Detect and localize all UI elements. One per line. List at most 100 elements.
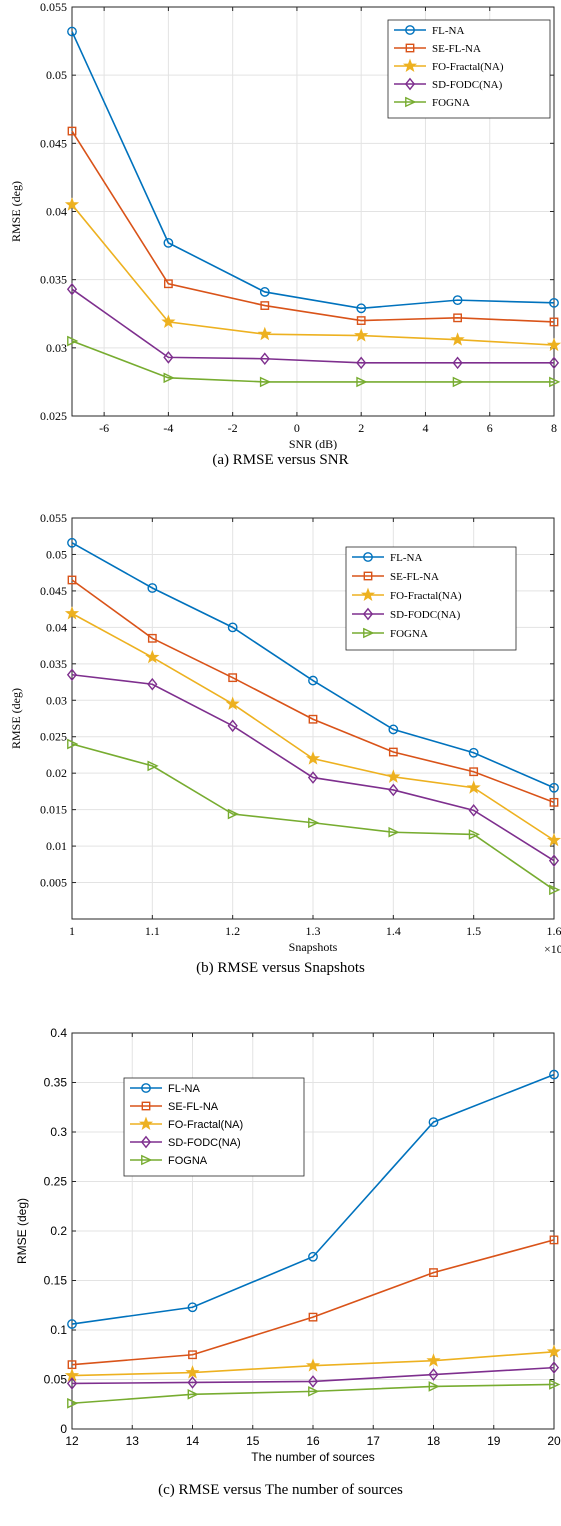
a-y-tick-label: 0.035 [40, 273, 67, 287]
a-legend-item-se-fl-na: SE-FL-NA [394, 43, 481, 55]
chart-rmse-vs-sources: 12 13 14 15 16 17 18 19 20 0 0.05 0.1 0.15 0.2 0.25 0.3… [15, 1026, 561, 1464]
b-line-fogna [71, 743, 555, 891]
b-series-se-fl-na [67, 575, 559, 807]
c-point-fo-fractal-na [305, 1358, 321, 1372]
b-point-se-fl-na [469, 767, 479, 777]
b-point-sd-fodc-na [227, 719, 238, 733]
c-series-fogna [67, 1379, 561, 1409]
a-legend-marker [404, 77, 416, 91]
c-legend-label: SD-FODC(NA) [168, 1137, 241, 1149]
a-y-axis-label: RMSE (deg) [9, 181, 23, 242]
b-legend-marker [362, 607, 374, 621]
a-legend-item-fl-na: FL-NA [394, 25, 464, 37]
b-legend-item-fogna: FOGNA [352, 627, 428, 640]
a-point-sd-fodc-na [163, 351, 174, 364]
c-point-fogna [549, 1379, 561, 1390]
a-legend-marker [405, 96, 417, 108]
c-series-se-fl-na [67, 1235, 559, 1370]
b-point-fl-na [308, 675, 318, 686]
c-line-se-fl-na [71, 1239, 555, 1366]
a-point-fogna [259, 376, 272, 388]
c-legend-item-fo-fractal-na: FO-Fractal(NA) [130, 1116, 243, 1131]
a-y-tick-label: 0.05 [46, 68, 67, 82]
b-legend-item-se-fl-na: SE-FL-NA [352, 571, 439, 583]
c-point-fl-na [428, 1117, 439, 1128]
b-ticks: 1 1.1 1.2 1.3 1.4 1.5 1.6 0.005 0.01 0.015 0.02 0.0… [40, 511, 561, 938]
b-point-fo-fractal-na [466, 780, 481, 794]
b-y-tick-label: 0.01 [46, 839, 67, 853]
a-point-fo-fractal-na [257, 326, 272, 341]
b-y-tick-label: 0.045 [40, 584, 67, 598]
c-legend-label: FOGNA [168, 1155, 208, 1167]
a-x-tick-label: 4 [422, 421, 428, 435]
a-y-tick-label: 0.03 [46, 341, 67, 355]
a-point-fl-na [163, 237, 174, 248]
c-point-fogna [187, 1389, 199, 1400]
a-x-tick-label: 6 [487, 421, 493, 435]
c-point-fo-fractal-na [426, 1353, 441, 1367]
caption-b: (b) RMSE versus Snapshots [196, 960, 365, 976]
b-point-fl-na [468, 747, 479, 758]
a-line-fo-fractal-na [71, 204, 555, 346]
b-point-fogna [147, 760, 159, 772]
c-legend-item-se-fl-na: SE-FL-NA [130, 1101, 219, 1113]
b-point-fl-na [388, 724, 399, 735]
c-series-sd-fodc-na [66, 1361, 560, 1390]
c-legend-marker [138, 1116, 154, 1131]
b-y-tick-label: 0.055 [40, 511, 67, 525]
a-x-tick-label: -6 [99, 421, 109, 435]
a-point-fogna [356, 376, 368, 388]
b-x-axis-label: Snapshots [289, 940, 338, 954]
chart-rmse-vs-snapshots: 1 1.1 1.2 1.3 1.4 1.5 1.6 0.005 0.01 0.015 0.02 0.0… [9, 511, 561, 956]
a-point-fogna [163, 372, 175, 384]
b-legend: FL-NA SE-FL-NA FO-Fractal(NA) SD-FODC(NA) FO… [345, 546, 517, 651]
b-legend-label: SD-FODC(NA) [390, 609, 461, 621]
a-line-se-fl-na [71, 130, 555, 323]
a-point-fl-na [356, 303, 367, 314]
c-y-tick-label: 0.05 [44, 1373, 68, 1387]
a-y-tick-label: 0.045 [40, 136, 67, 150]
b-legend-label: FL-NA [390, 552, 422, 564]
b-line-se-fl-na [71, 579, 555, 804]
c-legend: FL-NA SE-FL-NA FO-Fractal(NA) SD-FODC(NA) FO… [123, 1077, 305, 1177]
b-legend-marker [363, 627, 375, 639]
c-y-tick-label: 0.1 [50, 1323, 67, 1337]
c-point-fl-na [187, 1302, 198, 1313]
b-point-se-fl-na [388, 747, 398, 757]
a-series-sd-fodc-na [66, 282, 560, 370]
c-point-se-fl-na [429, 1268, 438, 1277]
c-x-tick-label: 16 [306, 1434, 320, 1448]
b-line-fl-na [71, 542, 555, 789]
b-point-fl-na [549, 782, 559, 793]
c-y-axis-label: RMSE (deg) [15, 1198, 29, 1264]
b-x-tick-label: 1.1 [145, 924, 160, 938]
c-line-fl-na [71, 1073, 555, 1325]
b-y-tick-label: 0.05 [46, 547, 67, 561]
c-legend-item-fogna: FOGNA [130, 1154, 208, 1167]
b-point-fogna [227, 808, 240, 820]
b-x-tick-label: 1.4 [386, 924, 401, 938]
a-y-tick-label: 0.04 [46, 205, 67, 219]
b-point-se-fl-na [228, 673, 238, 683]
a-legend-label: FO-Fractal(NA) [432, 61, 504, 73]
b-legend-item-fl-na: FL-NA [352, 552, 422, 564]
a-legend-label: SD-FODC(NA) [432, 79, 503, 91]
b-point-fo-fractal-na [546, 832, 561, 847]
panel-rmse-vs-snr: -6 -4 -2 0 2 4 6 8 0.025 0.03 0.035 0.04 0.045 0.05 0.… [0, 0, 561, 505]
b-point-fogna [468, 829, 481, 840]
a-point-fo-fractal-na [450, 332, 465, 346]
b-x-tick-label: 1.3 [306, 924, 321, 938]
c-point-fogna [308, 1386, 320, 1397]
b-legend-marker [363, 571, 373, 581]
c-x-axis-label: The number of sources [251, 1450, 374, 1464]
b-legend-marker [360, 587, 376, 602]
b-legend-label: SE-FL-NA [390, 571, 439, 583]
a-point-se-fl-na [67, 126, 77, 136]
a-y-tick-label: 0.025 [40, 409, 67, 423]
b-point-sd-fodc-na [468, 804, 479, 817]
a-legend-item-sd-fodc-na: SD-FODC(NA) [394, 77, 503, 91]
a-point-fl-na [67, 26, 77, 37]
a-point-fo-fractal-na [354, 328, 369, 342]
b-point-fogna [67, 738, 79, 750]
a-legend-marker [405, 25, 415, 35]
